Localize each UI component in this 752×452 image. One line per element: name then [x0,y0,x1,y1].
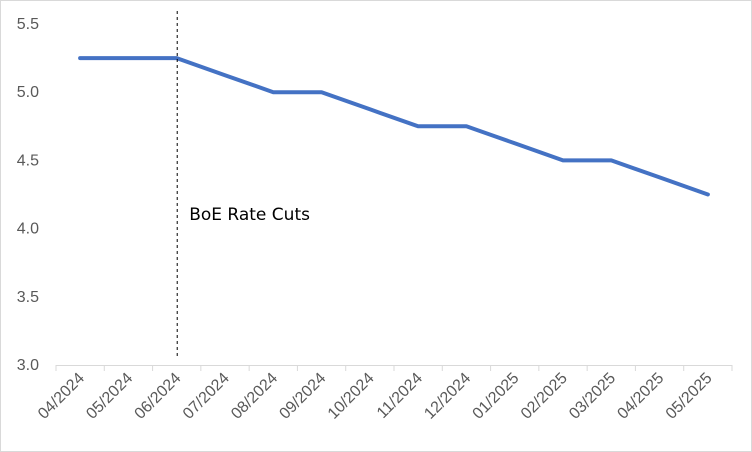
x-tick-label: 12/2024 [421,370,474,423]
x-tick-label: 05/2025 [663,370,716,423]
y-axis: 3.0 3.5 4.0 4.5 5.0 5.5 [17,16,39,374]
x-tick-label: 05/2024 [83,370,136,423]
x-tick-label: 04/2025 [614,370,667,423]
y-tick-label: 4.0 [17,221,39,238]
annotation-label: BoE Rate Cuts [189,205,310,225]
x-tick-label: 02/2025 [518,370,571,423]
y-tick-label: 5.5 [17,16,39,33]
x-tick-label: 04/2024 [35,370,88,423]
x-tick-label: 03/2025 [566,370,619,423]
series-line [78,56,710,197]
x-axis: 04/202405/202406/202407/202408/202409/20… [35,365,733,423]
x-tick-label: 07/2024 [180,370,233,423]
y-tick-label: 5.0 [17,84,39,101]
y-tick-label: 3.5 [17,289,39,306]
x-tick-label: 11/2024 [374,370,426,422]
x-tick-label: 01/2025 [470,370,523,423]
x-tick-label: 10/2024 [325,370,378,423]
x-tick-label: 06/2024 [132,370,185,423]
x-tick-label: 08/2024 [228,370,281,423]
y-tick-label: 4.5 [17,152,39,169]
x-tick-label: 09/2024 [276,370,329,423]
annotation-layer: BoE Rate Cuts [176,11,310,359]
plot-area [78,56,710,197]
y-tick-label: 3.0 [17,357,39,374]
